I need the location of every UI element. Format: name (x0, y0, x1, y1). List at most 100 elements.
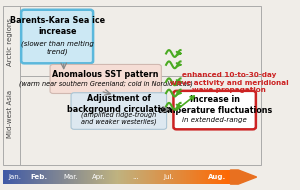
Text: Barents-Kara Sea ice
increase: Barents-Kara Sea ice increase (10, 16, 105, 36)
Bar (15, 170, 16, 184)
Bar (189, 170, 190, 184)
Bar (27, 170, 28, 184)
Bar (171, 170, 172, 184)
Bar (146, 170, 147, 184)
Bar (120, 170, 121, 184)
Bar (184, 170, 185, 184)
Bar (140, 170, 141, 184)
Bar (225, 170, 226, 184)
Bar (73, 170, 74, 184)
Bar (67, 170, 68, 184)
Bar (50, 170, 51, 184)
Bar (78, 170, 79, 184)
Bar (165, 170, 166, 184)
Bar (33, 170, 34, 184)
Bar (110, 170, 111, 184)
Bar (130, 170, 131, 184)
Bar (191, 170, 192, 184)
Bar (83, 170, 84, 184)
Bar (177, 170, 178, 184)
Bar (68, 170, 69, 184)
FancyBboxPatch shape (21, 10, 93, 63)
Text: Adjustment of
background circulation: Adjustment of background circulation (67, 94, 171, 114)
Bar (24, 170, 25, 184)
Bar (137, 170, 138, 184)
Bar (61, 170, 63, 184)
Bar (102, 170, 103, 184)
Bar (136, 170, 137, 184)
Bar (19, 170, 20, 184)
Bar (132, 170, 133, 184)
Bar (144, 170, 145, 184)
Bar (14, 170, 15, 184)
Bar (54, 170, 55, 184)
Text: (slower than melting
trend): (slower than melting trend) (21, 40, 94, 55)
Bar (134, 170, 135, 184)
Bar (194, 170, 195, 184)
Bar (4, 170, 5, 184)
Bar (169, 170, 170, 184)
Bar (199, 170, 200, 184)
Bar (186, 170, 187, 184)
Bar (158, 170, 159, 184)
Bar (173, 170, 174, 184)
Bar (46, 170, 47, 184)
Bar (60, 170, 61, 184)
Bar (97, 170, 98, 184)
Bar (187, 170, 188, 184)
Bar (58, 170, 60, 184)
Bar (160, 170, 161, 184)
Bar (158, 170, 160, 184)
Text: in extended-range: in extended-range (182, 117, 247, 123)
Bar (192, 170, 193, 184)
Bar (52, 170, 53, 184)
Bar (209, 170, 210, 184)
Bar (185, 170, 186, 184)
Bar (181, 170, 182, 184)
Bar (80, 170, 81, 184)
Bar (93, 170, 94, 184)
Bar (224, 170, 225, 184)
Bar (145, 170, 146, 184)
Bar (96, 170, 98, 184)
Bar (16, 170, 17, 184)
Bar (52, 170, 53, 184)
Bar (115, 170, 116, 184)
Bar (18, 170, 19, 184)
Bar (63, 170, 64, 184)
Bar (79, 170, 80, 184)
Text: Anomalous SST pattern: Anomalous SST pattern (52, 70, 159, 78)
Bar (30, 170, 31, 184)
Bar (168, 170, 169, 184)
Bar (35, 170, 36, 184)
Bar (62, 170, 63, 184)
Bar (146, 170, 147, 184)
Bar (212, 170, 213, 184)
Bar (87, 170, 88, 184)
Bar (208, 170, 209, 184)
Bar (107, 170, 108, 184)
Bar (161, 170, 163, 184)
Bar (180, 170, 181, 184)
Bar (214, 170, 215, 184)
Bar (65, 170, 66, 184)
Bar (21, 170, 22, 184)
Bar (26, 170, 27, 184)
Bar (180, 170, 181, 184)
Bar (197, 170, 198, 184)
Bar (72, 170, 73, 184)
Text: Increase in
temperature fluctuations: Increase in temperature fluctuations (158, 95, 272, 115)
Bar (124, 170, 125, 184)
Bar (84, 170, 85, 184)
Bar (230, 170, 231, 184)
Bar (149, 170, 150, 184)
Bar (179, 170, 180, 184)
Bar (17, 170, 18, 184)
Bar (211, 170, 212, 184)
Bar (11, 170, 12, 184)
Bar (174, 170, 175, 184)
Bar (136, 170, 138, 184)
Bar (77, 170, 79, 184)
Bar (159, 170, 160, 184)
Bar (182, 170, 183, 184)
